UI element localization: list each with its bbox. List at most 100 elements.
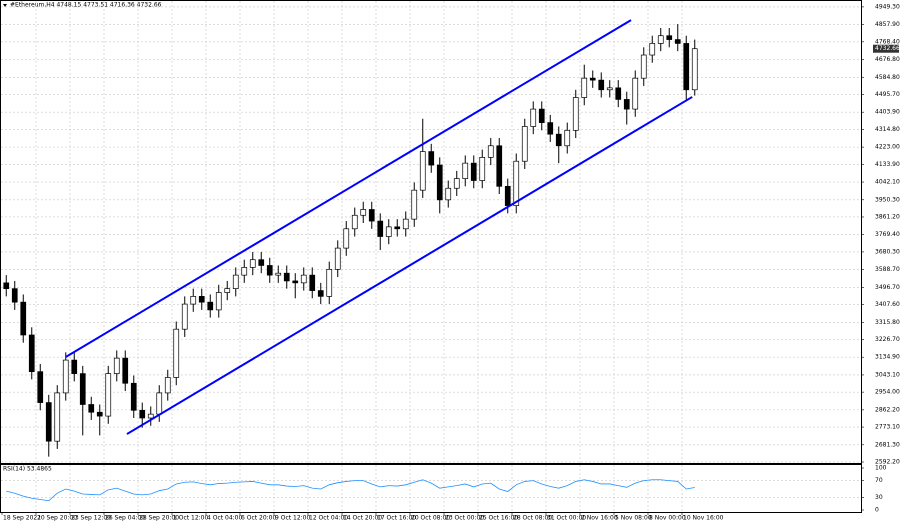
candle-body (479, 157, 486, 181)
candle-body (147, 413, 154, 419)
candle-body (487, 145, 494, 158)
y-tick-label: 3496.70 (875, 284, 900, 291)
y-tick-label: 4042.10 (875, 179, 900, 186)
y-tick-label: 3861.20 (875, 213, 900, 220)
candle-body (411, 189, 418, 220)
x-tick-label: 31 Oct 00:00 (547, 515, 586, 522)
y-tick-label: 4949.30 (875, 3, 900, 10)
candle-body (317, 290, 324, 297)
candle-body (428, 151, 435, 166)
candle-body (632, 77, 639, 110)
x-tick-label: 8 Nov 00:00 (649, 515, 686, 522)
candle-body (564, 129, 571, 147)
candle-body (385, 226, 392, 237)
candle-body (674, 39, 681, 44)
candle-body (368, 209, 375, 222)
x-tick-label: 20 Oct 08:00 (411, 515, 450, 522)
x-tick-label: 20 Sep 20:00 (37, 515, 77, 522)
candle-body (521, 126, 528, 162)
candle-body (190, 296, 197, 305)
chart-title: #Ethereum,H4 4748.15 4773.51 4716.36 473… (10, 2, 162, 9)
candle-body (504, 185, 511, 206)
x-tick-label: 17 Oct 16:00 (377, 515, 416, 522)
candle-body (113, 357, 120, 374)
y-tick-label: 4584.80 (875, 74, 900, 81)
candle-body (3, 282, 10, 290)
x-tick-label: 5 Nov 08:00 (615, 515, 652, 522)
candle-body (606, 87, 613, 91)
x-tick-label: 2 Nov 16:00 (581, 515, 618, 522)
x-tick-label: 14 Oct 20:00 (343, 515, 382, 522)
y-tick-label: 2954.00 (875, 389, 900, 396)
candle-body (334, 247, 341, 270)
y-tick-label: 4314.80 (875, 126, 900, 133)
candle-body (45, 402, 52, 442)
y-tick-label: 3315.80 (875, 319, 900, 326)
candle-body (547, 122, 554, 135)
y-tick-label: 2681.30 (875, 441, 900, 448)
candle-body (300, 274, 307, 284)
y-tick-label: 3950.30 (875, 196, 900, 203)
candle-body (181, 303, 188, 330)
candle-body (139, 409, 146, 419)
candle-body (71, 359, 78, 374)
candle-body (419, 151, 426, 191)
candle-body (513, 160, 520, 206)
rsi-panel (0, 464, 862, 513)
candle-body (343, 228, 350, 249)
candle-body (79, 373, 86, 405)
y-tick-label: 4223.00 (875, 144, 900, 151)
rsi-line (6, 479, 695, 502)
candle-body (156, 392, 163, 415)
candle-body (445, 187, 452, 201)
candle-body (96, 411, 103, 417)
candle-body (377, 220, 384, 237)
candle-body (572, 97, 579, 131)
candle-body (105, 373, 112, 417)
candle-body (530, 108, 537, 127)
candle-body (683, 43, 690, 91)
y-tick-label: 3043.10 (875, 371, 900, 378)
x-tick-label: 23 Sep 12:00 (71, 515, 111, 522)
candle-body (130, 382, 137, 411)
candle-body (198, 296, 205, 303)
candle-body (326, 268, 333, 297)
y-tick-label: 3226.70 (875, 336, 900, 343)
candle-body (283, 272, 290, 282)
y-tick-label: 4133.90 (875, 161, 900, 168)
x-tick-label: 25 Oct 16:00 (479, 515, 518, 522)
candle-body (266, 265, 273, 276)
y-tick-label: 2773.10 (875, 424, 900, 431)
x-tick-label: 1 Oct 12:00 (173, 515, 208, 522)
candle-body (640, 54, 647, 79)
candle-body (436, 164, 443, 201)
candle-body (62, 359, 69, 394)
y-tick-label: 4495.70 (875, 91, 900, 98)
candle-body (88, 404, 95, 413)
candle-body (649, 43, 656, 56)
candle-body (496, 145, 503, 187)
candle-body (11, 288, 18, 303)
candle-body (538, 108, 545, 123)
x-tick-label: 6 Oct 20:00 (241, 515, 276, 522)
x-tick-label: 9 Oct 12:00 (275, 515, 310, 522)
candle-body (555, 133, 562, 147)
x-tick-label: 12 Oct 04:00 (309, 515, 348, 522)
y-tick-label: 3588.70 (875, 266, 900, 273)
candle-body (462, 162, 469, 179)
candle-body (666, 35, 673, 40)
candle-body (54, 392, 61, 442)
candle-body (207, 301, 214, 311)
candle-body (258, 259, 265, 266)
candle-body (615, 87, 622, 100)
candle-body (241, 267, 248, 276)
x-tick-label: 18 Sep 2021 (3, 515, 41, 522)
candle-body (232, 274, 239, 290)
candle-body (589, 77, 596, 81)
y-tick-label: 2862.20 (875, 406, 900, 413)
candle-body (402, 218, 409, 230)
rsi-tick-label: 100 (875, 465, 887, 472)
y-tick-label: 3407.60 (875, 301, 900, 308)
